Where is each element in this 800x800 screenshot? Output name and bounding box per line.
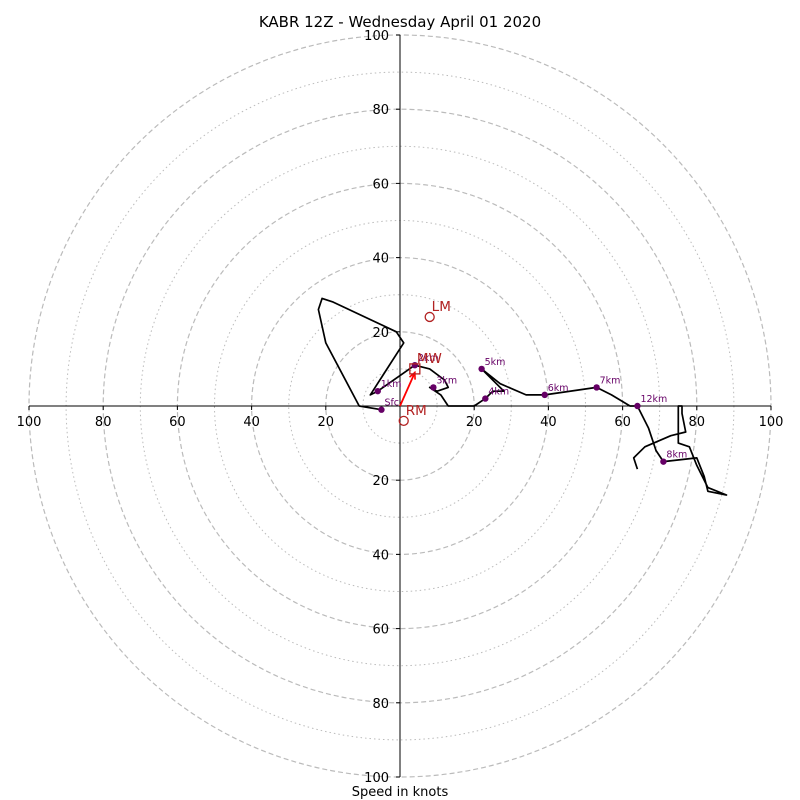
height-marker-6km [541, 391, 548, 399]
height-label-5km: 5km [485, 357, 506, 368]
height-marker-sfc [378, 406, 385, 413]
x-tick-label: 20 [318, 415, 335, 430]
hodograph-line [317, 297, 728, 496]
y-tick-label: 20 [372, 474, 389, 489]
hodograph-trace [317, 297, 728, 496]
storm-motion-label-mw: MW [417, 351, 442, 367]
y-tick-label: 100 [364, 771, 389, 786]
y-tick-label: 80 [372, 103, 389, 118]
y-tick-label: 60 [372, 177, 389, 192]
height-marker-7km [593, 384, 600, 391]
height-label-6km: 6km [548, 383, 569, 394]
height-label-8km: 8km [666, 450, 687, 461]
height-label-2km: 2km [418, 353, 439, 364]
height-marker-12km [634, 402, 641, 410]
storm-motion-label-lm: LM [432, 299, 451, 315]
x-tick-label: 40 [540, 415, 557, 430]
x-tick-label: 40 [243, 415, 260, 430]
shear-vector-arrowhead [408, 370, 416, 380]
tick-labels: 100 80 60 40 20 20 40 60 80 100 100 80 60 40 20 20 40 60 8… [17, 29, 784, 786]
height-label-3km: 3km [436, 375, 457, 386]
x-tick-label: 60 [614, 415, 631, 430]
height-label-1km: 1km [381, 379, 402, 390]
height-label-4km: 4km [488, 387, 509, 398]
x-tick-label: 100 [17, 415, 42, 430]
x-axis-label: Speed in knots [352, 785, 449, 800]
height-label-12km: 12km [640, 394, 667, 405]
x-tick-label: 60 [169, 415, 186, 430]
x-tick-label: 80 [95, 415, 112, 430]
storm-motion-lm [424, 311, 435, 323]
y-tick-label: 40 [372, 252, 389, 267]
y-tick-label: 20 [372, 326, 389, 341]
y-tick-label: 80 [372, 697, 389, 712]
height-label-sfc: Sfc [384, 398, 399, 409]
height-marker-1km [374, 387, 381, 395]
height-marker-5km [478, 365, 485, 373]
storm-motion-label-rm: RM [406, 403, 427, 419]
storm-motion-mw [409, 363, 421, 375]
x-tick-label: 80 [689, 415, 706, 430]
x-tick-label: 20 [466, 415, 483, 430]
height-marker-3km [430, 384, 437, 391]
chart-title: KABR 12Z - Wednesday April 01 2020 [259, 13, 541, 31]
storm-motion-rm [398, 415, 409, 426]
height-marker-4km [482, 395, 489, 402]
y-tick-label: 60 [372, 623, 389, 638]
y-tick-label: 100 [364, 29, 389, 44]
x-tick-label: 100 [759, 415, 784, 430]
height-marker-8km [660, 458, 667, 465]
height-label-7km: 7km [600, 375, 621, 386]
storm-motion-markers: LM RM MW [398, 299, 451, 426]
shear-vector [399, 372, 416, 407]
y-tick-label: 40 [372, 548, 389, 563]
